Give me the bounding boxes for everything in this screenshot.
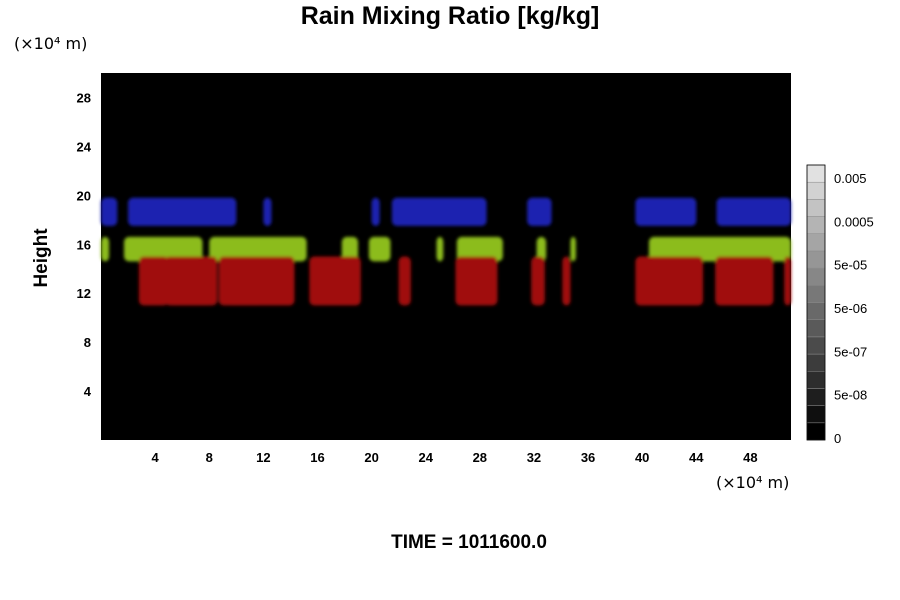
colorbar-level: [806, 164, 826, 183]
chart-title: Rain Mixing Ratio [kg/kg]: [300, 2, 600, 30]
red-feature-13: [784, 256, 791, 306]
red-feature-10: [562, 256, 571, 306]
colorbar-tick-label: 5e-08: [834, 388, 867, 403]
y-tick-label: 28: [77, 90, 91, 105]
colorbar-level: [806, 388, 826, 406]
x-tick-label: 8: [206, 450, 213, 465]
colorbar-level: [806, 336, 826, 355]
green-feature-7: [536, 236, 547, 262]
colorbar-tick-label: 0.005: [834, 171, 867, 186]
colorbar-frame: [806, 164, 826, 441]
colorbar-level: [806, 267, 826, 286]
red-feature-9: [531, 256, 545, 306]
green-feature-5: [436, 236, 444, 262]
y-tick-label: 24: [77, 139, 92, 154]
red-feature-12: [715, 256, 774, 306]
colorbar-level: [806, 405, 826, 424]
colorbar-tick-label: 5e-07: [834, 344, 867, 359]
x-tick-label: 44: [689, 450, 704, 465]
colorbar-level: [806, 302, 826, 320]
x-tick-label: 12: [256, 450, 270, 465]
red-feature-0: [138, 256, 169, 306]
blue-feature-4: [391, 197, 487, 226]
green-feature-0: [101, 236, 110, 262]
colorbar-level: [806, 216, 826, 234]
green-feature-4: [368, 236, 391, 262]
blue-feature-7: [716, 197, 791, 226]
blue-feature-3: [371, 197, 380, 226]
colorbar: [806, 164, 826, 441]
x-tick-label: 40: [635, 450, 649, 465]
blue-feature-2: [263, 197, 272, 226]
x-ticks: 4 8 12 16 20 24 28 32 36 40 44 48: [152, 450, 758, 465]
green-feature-3: [341, 236, 359, 262]
colorbar-level: [806, 371, 826, 389]
green-feature-9: [648, 236, 791, 262]
x-tick-label: 28: [473, 450, 487, 465]
colorbar-ticks: 0.005 0.0005 5e-05 5e-06 5e-07 5e-08 0: [834, 171, 874, 446]
green-feature-2: [209, 236, 307, 262]
x-tick-label: 24: [418, 450, 433, 465]
x-tick-label: 36: [581, 450, 595, 465]
y-tick-label: 4: [84, 384, 92, 399]
colorbar-level: [806, 250, 826, 269]
rain-features-layer: [101, 197, 791, 306]
colorbar-tick-label: 0.0005: [834, 214, 874, 229]
blue-feature-6: [635, 197, 697, 226]
x-tick-label: 16: [310, 450, 324, 465]
x-axis-unit: (×10⁴ m): [716, 473, 790, 492]
x-tick-label: 48: [743, 450, 757, 465]
y-ticks: 4 8 12 16 20 24 28: [77, 90, 92, 399]
x-tick-label: 32: [527, 450, 541, 465]
colorbar-level: [806, 319, 826, 338]
y-tick-label: 20: [77, 188, 91, 203]
red-feature-4: [218, 256, 295, 306]
colorbar-tick-label: 0: [834, 431, 841, 446]
colorbar-level: [806, 422, 826, 441]
colorbar-level: [806, 285, 826, 303]
colorbar-level: [806, 181, 826, 200]
red-feature-6: [309, 256, 361, 306]
y-axis-unit: (×10⁴ m): [14, 34, 88, 53]
blue-feature-0: [101, 197, 118, 226]
green-feature-8: [570, 236, 576, 262]
x-tick-label: 4: [152, 450, 160, 465]
red-feature-5: [285, 256, 292, 306]
blue-feature-5: [527, 197, 552, 226]
red-feature-8: [455, 256, 498, 306]
colorbar-level: [806, 233, 826, 252]
y-tick-label: 12: [77, 286, 91, 301]
colorbar-tick-label: 5e-06: [834, 301, 867, 316]
colorbar-tick-label: 5e-05: [834, 258, 867, 273]
red-feature-2: [164, 256, 218, 306]
colorbar-level: [806, 353, 826, 372]
time-label: TIME = 1011600.0: [391, 532, 547, 553]
x-tick-label: 20: [364, 450, 378, 465]
colorbar-level: [806, 199, 826, 217]
green-feature-6: [456, 236, 503, 262]
blue-feature-1: [128, 197, 237, 226]
red-feature-11: [635, 256, 704, 306]
y-tick-label: 16: [77, 237, 91, 252]
green-feature-1: [124, 236, 203, 262]
red-feature-7: [398, 256, 411, 306]
y-tick-label: 8: [84, 335, 91, 350]
